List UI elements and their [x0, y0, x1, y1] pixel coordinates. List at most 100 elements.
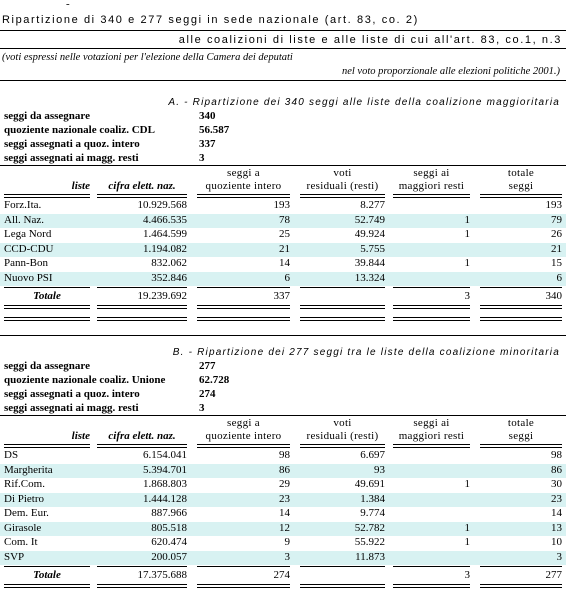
header-rule [4, 194, 90, 198]
cell: 1 [464, 478, 471, 490]
cell: 14 [279, 507, 290, 519]
party-name: Margherita [4, 463, 53, 476]
rule [0, 165, 566, 166]
cell: 805.518 [151, 521, 187, 534]
cell: 14 [279, 257, 290, 269]
note: nel voto proporzionale alle elezioni pol… [341, 66, 560, 77]
party-name: Lega Nord [4, 228, 52, 240]
party-name: SVP [4, 550, 25, 563]
cell: 98 [279, 449, 290, 461]
rule [0, 335, 566, 336]
cell: 14 [551, 507, 562, 519]
header-rule [197, 194, 290, 198]
total-cell: 3 [464, 569, 471, 581]
cell: 887.966 [151, 507, 187, 519]
total-rule [480, 584, 562, 588]
cell: 21 [551, 242, 562, 255]
cell: 1.868.803 [143, 478, 187, 490]
rule [0, 80, 566, 81]
cell: 78 [279, 213, 290, 226]
spacer-rule [300, 317, 385, 321]
cell: 1 [464, 521, 471, 534]
info-label: seggi da assegnare [4, 110, 90, 122]
total-rule [300, 566, 385, 567]
column-header: seggi a [227, 417, 260, 429]
cell: 6.697 [360, 449, 385, 461]
column-header: cifra elett. naz. [108, 180, 176, 192]
header-rule [97, 444, 187, 448]
total-rule [197, 566, 290, 567]
cell: 1.194.082 [143, 242, 187, 255]
cell: 98 [551, 449, 562, 461]
total-cell: 274 [273, 569, 291, 581]
header-rule [300, 444, 385, 448]
cell: 13 [551, 521, 562, 534]
cell: 3 [556, 550, 563, 563]
column-header: voti [333, 167, 352, 179]
column-header: seggi [508, 180, 534, 192]
note: (voti espressi nelle votazioni per l'ele… [2, 52, 293, 63]
total-cell: 340 [545, 290, 563, 302]
cell: 6.154.041 [143, 449, 187, 461]
subtitle: alle coalizioni di liste e alle liste di… [178, 34, 562, 46]
spacer-rule [480, 317, 562, 321]
total-rule [4, 566, 90, 567]
cell: 49.691 [354, 478, 385, 490]
party-name: Di Pietro [4, 492, 45, 505]
info-value: 274 [199, 388, 216, 400]
info-label: seggi assegnati a quoz. intero [4, 388, 140, 400]
column-header: residuali (resti) [306, 180, 379, 192]
cell: 1 [464, 536, 471, 548]
spacer-rule [4, 317, 90, 321]
cell: 9 [284, 536, 291, 548]
total-rule [393, 566, 470, 567]
cell: 23 [551, 492, 562, 505]
cell: 193 [273, 199, 291, 211]
cell: 832.062 [151, 257, 187, 269]
cell: 620.474 [151, 536, 187, 548]
header-rule [393, 444, 470, 448]
info-label: seggi assegnati a quoz. intero [4, 138, 140, 150]
total-cell: 277 [545, 569, 563, 581]
total-rule [97, 287, 187, 288]
cell: 11.873 [355, 550, 385, 563]
party-name: CCD-CDU [4, 242, 54, 255]
party-name: Nuovo PSI [4, 271, 53, 284]
cell: 352.846 [151, 271, 187, 284]
rule [0, 48, 566, 49]
party-name: DS [4, 449, 19, 461]
cell: 21 [279, 242, 290, 255]
cell: 25 [279, 228, 290, 240]
cell: 29 [279, 478, 290, 490]
total-rule [393, 584, 470, 588]
total-rule [197, 287, 290, 288]
cell: 6 [284, 271, 291, 284]
cell: 52.749 [354, 213, 385, 226]
column-header: liste [71, 180, 90, 192]
row-band [0, 242, 566, 257]
column-header: totale [507, 417, 535, 429]
title: Ripartizione di 340 e 277 seggi in sede … [2, 14, 419, 26]
header-rule [480, 194, 562, 198]
rule [0, 415, 566, 416]
cell: 1.464.599 [143, 228, 187, 240]
cell: 200.057 [151, 550, 187, 563]
column-header: residuali (resti) [306, 430, 379, 442]
info-value: 3 [199, 152, 205, 164]
party-name: Pann-Bon [4, 257, 48, 269]
header-rule [480, 444, 562, 448]
total-cell: 3 [464, 290, 471, 302]
column-header: liste [71, 430, 90, 442]
column-header: seggi ai [413, 417, 450, 429]
cell: 86 [551, 463, 562, 476]
spacer-rule [197, 317, 290, 321]
row-band [0, 492, 566, 507]
header-rule [97, 194, 187, 198]
section-title: B. - Ripartizione dei 277 seggi tra le l… [172, 347, 560, 358]
total-rule [97, 305, 187, 309]
spacer-rule [393, 317, 470, 321]
header-rule [4, 444, 90, 448]
cell: 1.444.128 [143, 492, 187, 505]
total-rule [197, 584, 290, 588]
